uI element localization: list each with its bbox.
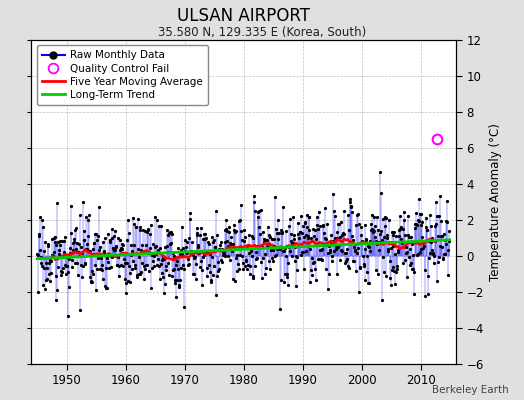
Title: ULSAN AIRPORT: ULSAN AIRPORT	[177, 6, 310, 24]
Y-axis label: Temperature Anomaly (°C): Temperature Anomaly (°C)	[489, 123, 502, 281]
Text: 35.580 N, 129.335 E (Korea, South): 35.580 N, 129.335 E (Korea, South)	[158, 26, 366, 39]
Legend: Raw Monthly Data, Quality Control Fail, Five Year Moving Average, Long-Term Tren: Raw Monthly Data, Quality Control Fail, …	[37, 45, 208, 105]
Text: Berkeley Earth: Berkeley Earth	[432, 385, 508, 395]
